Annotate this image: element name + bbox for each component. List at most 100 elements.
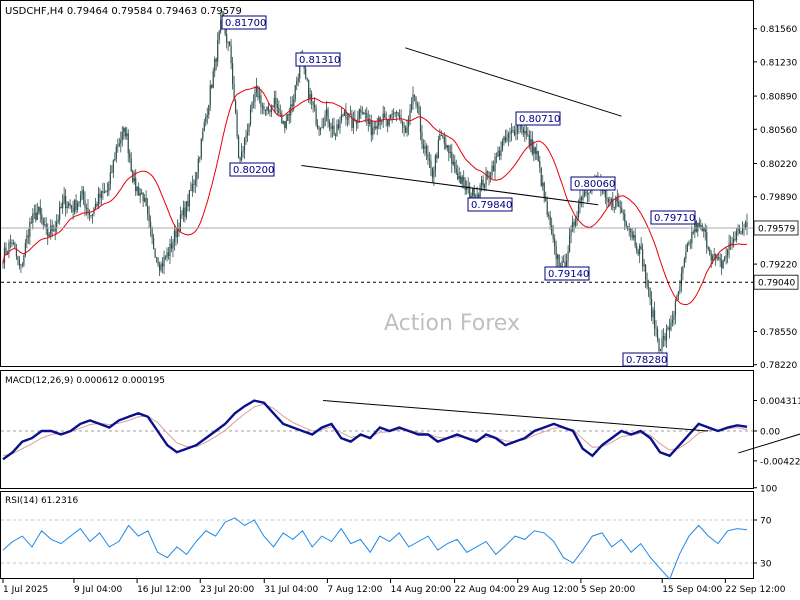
macd-main-line (2, 399, 748, 461)
candle-body (251, 102, 253, 109)
candle-body (215, 58, 217, 62)
price-label-box (622, 352, 668, 367)
candle-body (727, 249, 729, 256)
candle-body (239, 158, 241, 161)
candle-body (206, 114, 208, 117)
candle-body (339, 120, 341, 129)
candle-body (379, 117, 381, 122)
rsi-axis: 100 70 30 (1, 484, 777, 570)
candle-body (609, 201, 611, 203)
candle-body (91, 214, 94, 216)
candle-body (109, 172, 111, 184)
candle-body (14, 243, 16, 249)
price-trendline (405, 47, 622, 117)
candle-body (227, 41, 229, 43)
candle-body (390, 114, 392, 119)
candle-body (421, 132, 423, 145)
candle-body (296, 80, 298, 86)
candle-body (2, 263, 4, 264)
candle-body (494, 156, 496, 172)
candle-body (478, 194, 480, 198)
moving-average (2, 87, 747, 306)
candle-body (662, 336, 665, 339)
candle-body (567, 251, 569, 261)
candle-body (729, 243, 732, 245)
candle-body (403, 125, 405, 128)
macd-tick-label: 0.00 (760, 428, 780, 438)
candle-body (17, 256, 19, 260)
candle-body (47, 228, 49, 237)
candle-body (155, 257, 158, 259)
candle-body (203, 122, 205, 132)
candle-body (710, 253, 712, 261)
candle-body (32, 213, 34, 223)
candle-body (437, 139, 439, 159)
candle-body (393, 113, 395, 115)
candle-body (205, 116, 207, 123)
candle-body (44, 224, 46, 226)
candle-body (704, 228, 706, 233)
candle-body (112, 160, 114, 173)
candle-body (72, 207, 74, 213)
candle-body (555, 246, 557, 260)
candle-body (284, 121, 286, 129)
candle-body (293, 99, 295, 106)
candle-body (243, 138, 246, 151)
candle-body (667, 327, 669, 330)
price-tick-label: 0.79220 (760, 261, 797, 271)
candle-body (634, 235, 636, 246)
candle-body (472, 188, 474, 196)
candle-body (85, 207, 88, 209)
candle-body (504, 136, 507, 141)
time-tick-label: 1 Jul 2025 (3, 585, 48, 595)
candle-body (242, 150, 244, 152)
candle-body (157, 258, 159, 265)
candle-body (703, 228, 705, 231)
candle-body (422, 144, 425, 149)
candle-body (528, 135, 530, 146)
candle-body (637, 250, 639, 255)
candle-body (76, 203, 79, 210)
candle-body (142, 192, 144, 202)
price-label: 0.80060 (574, 179, 615, 190)
candle-body (314, 104, 316, 108)
candle-body (571, 221, 574, 230)
time-tick-label: 16 Jul 12:00 (137, 585, 191, 595)
candle-body (94, 204, 97, 209)
candle-body (358, 109, 360, 119)
candle-body (62, 201, 64, 209)
candle-body (401, 122, 404, 126)
candle-body (41, 214, 43, 220)
candle-body (431, 168, 434, 178)
candle-body (396, 112, 398, 113)
candle-body (348, 113, 350, 120)
candle-body (105, 191, 107, 193)
candle-body (311, 94, 313, 102)
candle-body (349, 113, 351, 115)
candle-body (686, 243, 688, 252)
candle-body (668, 327, 671, 330)
price-label-box (295, 52, 341, 67)
price-label-box (650, 210, 696, 225)
level-lines: 0.79579 0.79040 (1, 220, 799, 290)
candle-body (381, 121, 383, 123)
candle-body (507, 133, 510, 139)
candle-body (387, 119, 389, 126)
candle-body (388, 118, 390, 126)
candle-body (735, 230, 738, 240)
candle-body (639, 245, 641, 255)
price-label-box (221, 15, 267, 30)
candle-body (230, 45, 232, 64)
macd-panel: MACD(12,26,9) 0.000612 0.000195 0.004311… (0, 370, 800, 489)
candle-body (306, 77, 308, 80)
candle-body (166, 252, 168, 258)
candle-body (564, 261, 566, 268)
candle-body (246, 132, 249, 136)
candle-body (549, 216, 551, 225)
candle-body (573, 221, 575, 226)
time-tick-label: 22 Sep 12:00 (725, 585, 785, 595)
candle-body (531, 139, 533, 154)
candle-body (533, 147, 535, 154)
price-tick-label: 0.80560 (760, 126, 797, 136)
candle-body (458, 176, 460, 180)
